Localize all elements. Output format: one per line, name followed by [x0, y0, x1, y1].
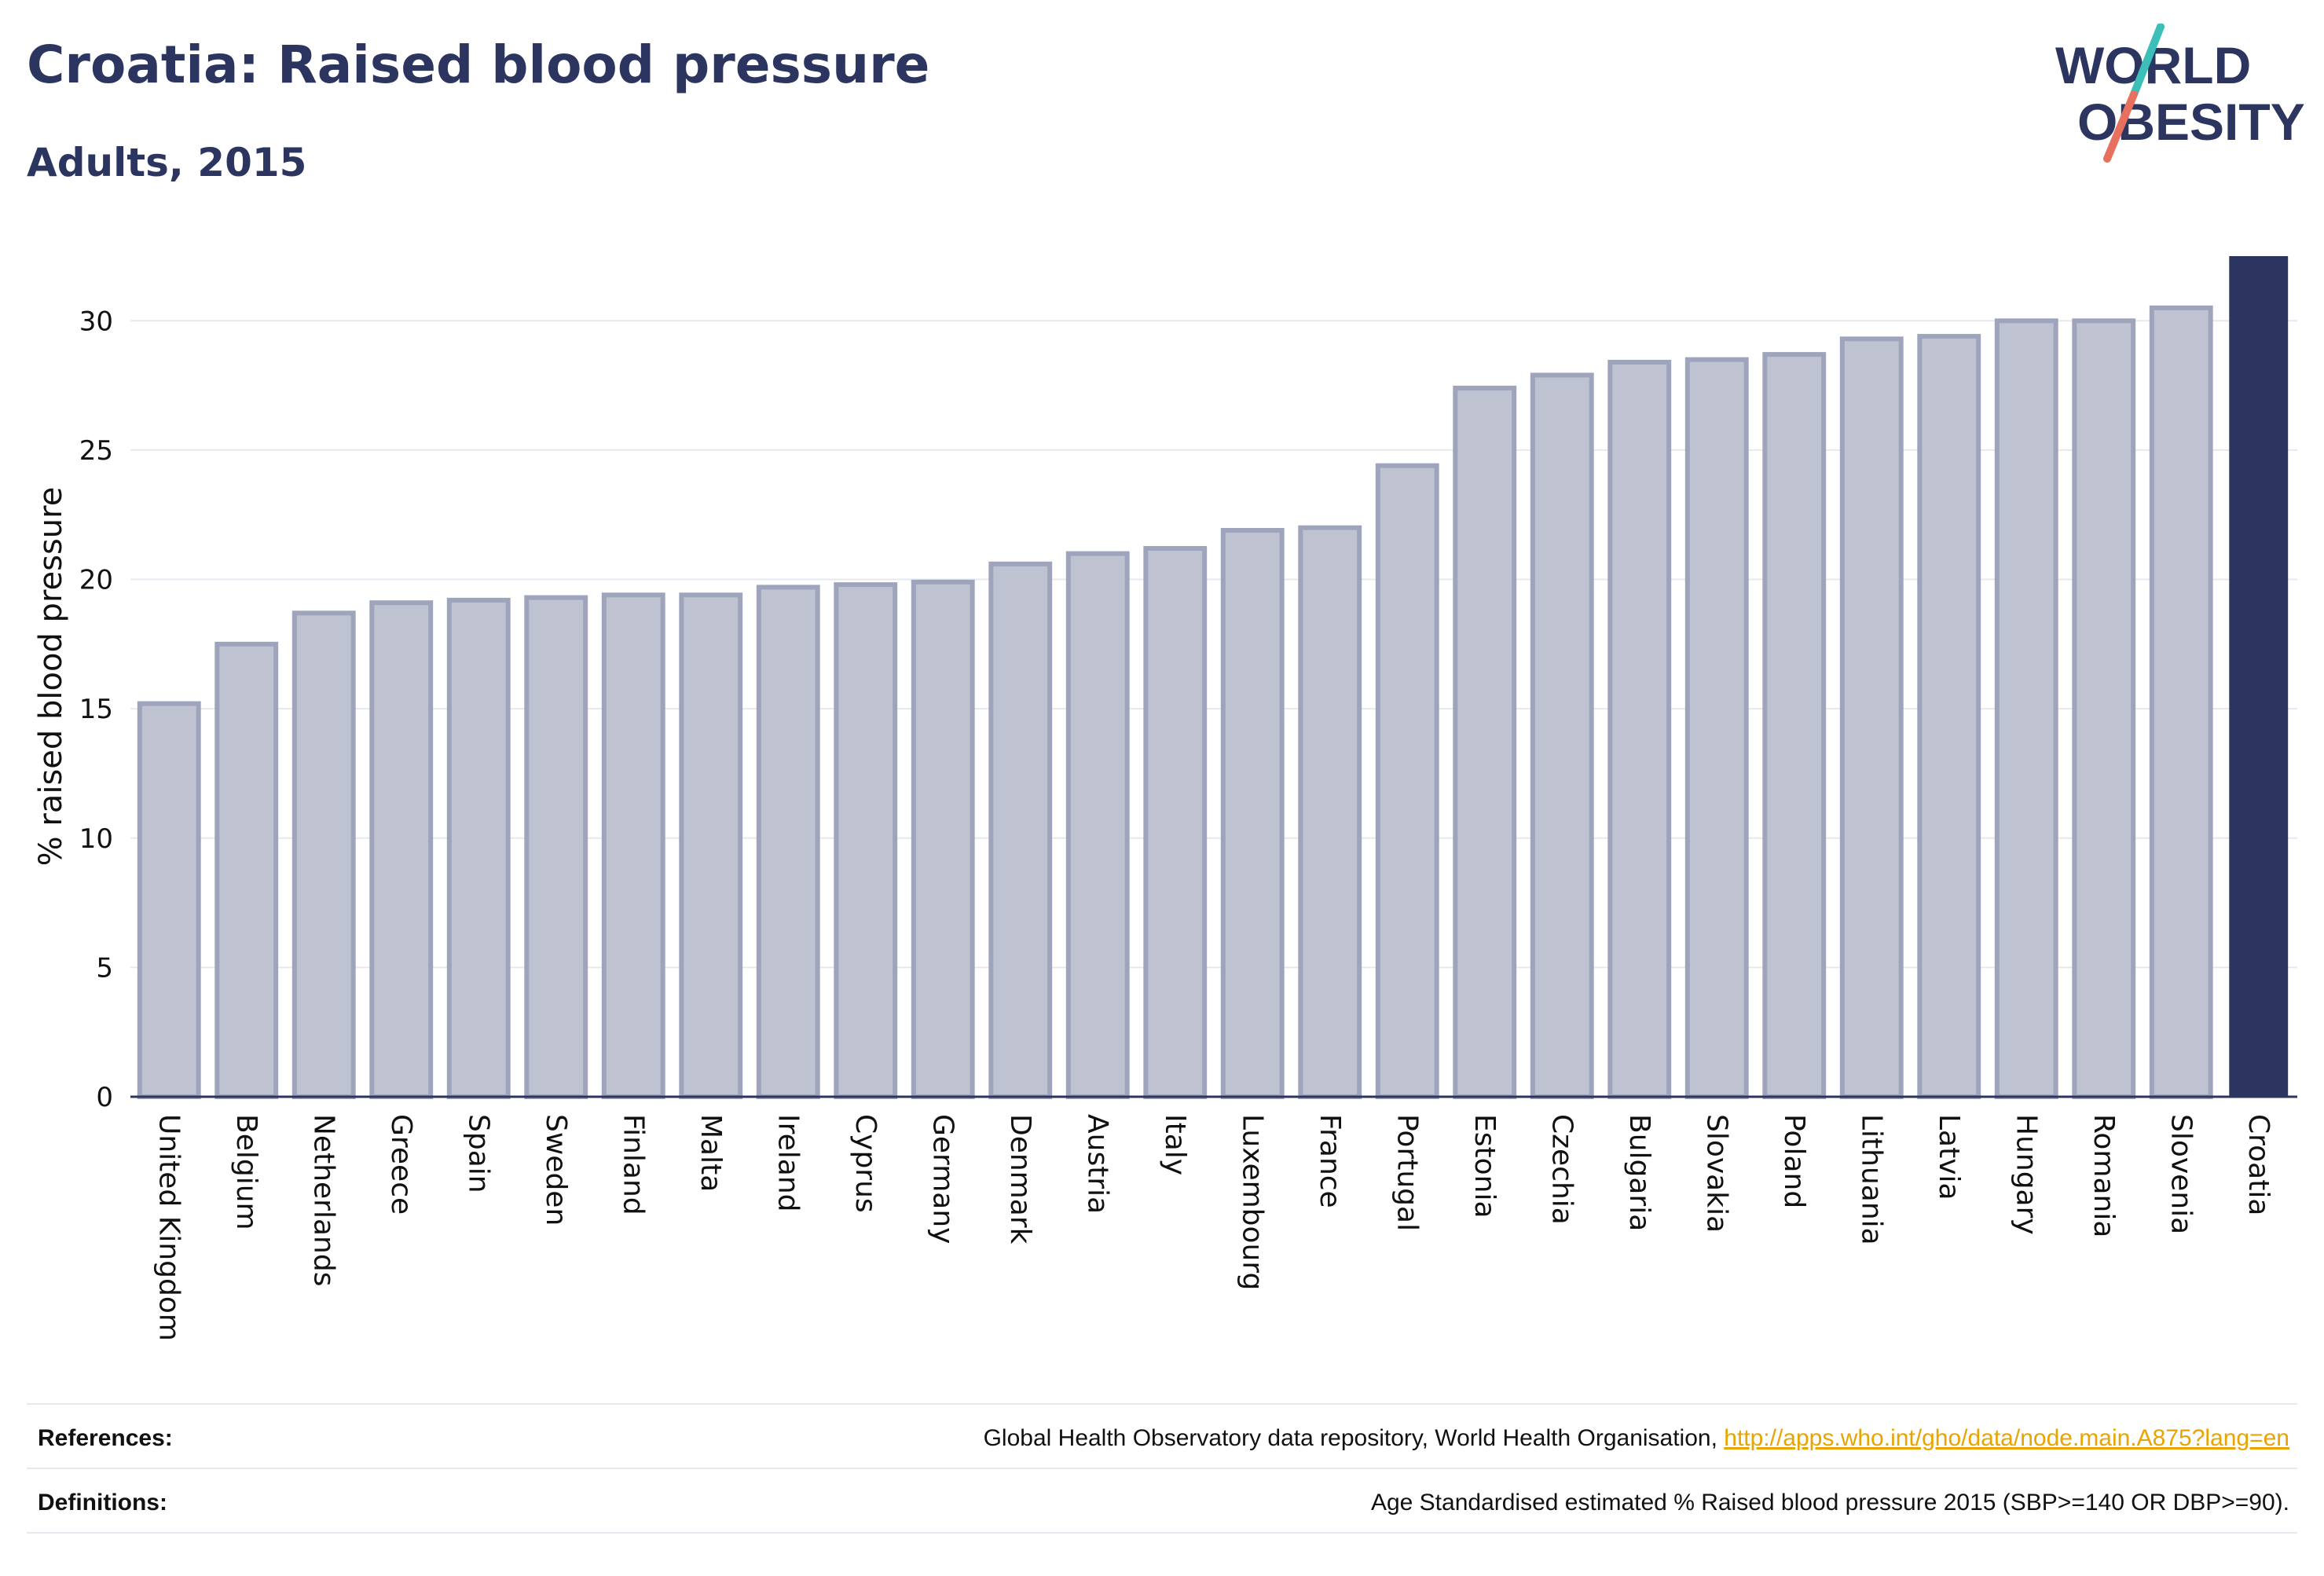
x-tick-label: Portugal	[1391, 1114, 1423, 1231]
bar-netherlands	[291, 610, 356, 1099]
bar-france	[1298, 525, 1362, 1099]
references-link[interactable]: http://apps.who.int/gho/data/node.main.A…	[1724, 1425, 2289, 1451]
bar-finland	[601, 592, 665, 1099]
y-tick-label: 20	[79, 565, 113, 596]
bar-spain	[446, 597, 511, 1099]
y-tick-label: 25	[79, 435, 113, 467]
footer-rule-middle	[27, 1468, 2297, 1469]
bar-slovakia	[1684, 357, 1749, 1099]
bar-chart: 0 5 10 15 20 25 30 % raised blood pressure Unite…	[33, 256, 2297, 1341]
x-tick-label: Sweden	[540, 1114, 572, 1226]
x-tick-label: United Kingdom	[152, 1114, 185, 1341]
bar-latvia	[1917, 334, 1981, 1099]
logo-slash-coral	[2103, 90, 2138, 163]
references-value: Global Health Observatory data repositor…	[984, 1425, 2289, 1452]
footer-rule-top	[27, 1403, 2297, 1405]
definitions-value: Age Standardised estimated % Raised bloo…	[1370, 1490, 2289, 1516]
x-tick-label: Italy	[1159, 1114, 1191, 1175]
x-tick-label: Luxembourg	[1236, 1114, 1268, 1290]
x-tick-label: Belgium	[230, 1114, 262, 1230]
bar-luxembourg	[1220, 527, 1285, 1099]
bar-sweden	[524, 595, 588, 1099]
x-tick-label: Ireland	[772, 1114, 804, 1212]
x-tick-label: Austria	[1081, 1114, 1113, 1214]
x-tick-label: Hungary	[2010, 1114, 2042, 1235]
x-tick-label: Poland	[1778, 1114, 1810, 1208]
bar-bulgaria	[1607, 359, 1672, 1099]
bar-croatia	[2229, 256, 2289, 1097]
y-tick-label: 30	[79, 306, 113, 337]
footer-rule-bottom	[27, 1532, 2297, 1534]
bar-hungary	[1994, 318, 2058, 1099]
chart-title: Croatia: Raised blood pressure	[27, 35, 930, 95]
x-tick-label: Denmark	[1004, 1114, 1036, 1244]
bar-greece	[369, 600, 434, 1099]
y-tick-label: 10	[79, 823, 113, 855]
bar-belgium	[214, 641, 279, 1099]
x-tick-label: Bulgaria	[1623, 1114, 1655, 1231]
logo-slash-teal	[2130, 24, 2165, 98]
bar-denmark	[988, 561, 1053, 1099]
y-tick-label: 15	[79, 694, 113, 725]
x-tick-label: Estonia	[1468, 1114, 1501, 1219]
x-tick-label: Czechia	[1545, 1114, 1578, 1225]
x-tick-label: Lithuania	[1855, 1114, 1887, 1245]
x-tick-label: Malta	[695, 1114, 727, 1192]
bar-poland	[1762, 352, 1827, 1100]
bar-united-kingdom	[137, 701, 201, 1099]
bar-slovenia	[2149, 305, 2213, 1100]
bar-romania	[2072, 318, 2136, 1099]
y-tick-label: 0	[96, 1082, 113, 1113]
bar-austria	[1065, 551, 1130, 1099]
bar-ireland	[756, 585, 820, 1099]
x-tick-label: Germany	[926, 1114, 959, 1244]
bar-portugal	[1375, 463, 1439, 1099]
x-tick-label: Slovenia	[2165, 1114, 2197, 1234]
y-axis-label: % raised blood pressure	[33, 487, 69, 867]
x-tick-label: Cyprus	[849, 1114, 882, 1213]
x-tick-label: Finland	[617, 1114, 649, 1215]
chart-subtitle: Adults, 2015	[27, 140, 307, 185]
y-tick-label: 5	[96, 952, 113, 984]
x-tick-label: Slovakia	[1700, 1114, 1732, 1233]
bar-germany	[911, 579, 975, 1099]
world-obesity-logo: WORLD OBESITY	[2055, 24, 2305, 163]
bar-estonia	[1453, 385, 1517, 1099]
x-tick-label: Spain	[462, 1114, 494, 1193]
x-tick-label: Romania	[2088, 1114, 2120, 1237]
references-text: Global Health Observatory data repositor…	[983, 1425, 1725, 1451]
x-tick-label: Greece	[385, 1114, 417, 1215]
bar-czechia	[1530, 372, 1594, 1099]
bar-malta	[679, 592, 743, 1099]
bar-cyprus	[834, 582, 898, 1099]
x-tick-label: Latvia	[1933, 1114, 1965, 1200]
x-tick-label: France	[1314, 1114, 1346, 1208]
bar-italy	[1143, 546, 1208, 1099]
references-label: References:	[38, 1425, 173, 1451]
definitions-label: Definitions:	[38, 1490, 167, 1516]
x-tick-label: Netherlands	[307, 1114, 339, 1286]
bar-lithuania	[1839, 336, 1904, 1100]
x-tick-label: Croatia	[2242, 1114, 2275, 1215]
